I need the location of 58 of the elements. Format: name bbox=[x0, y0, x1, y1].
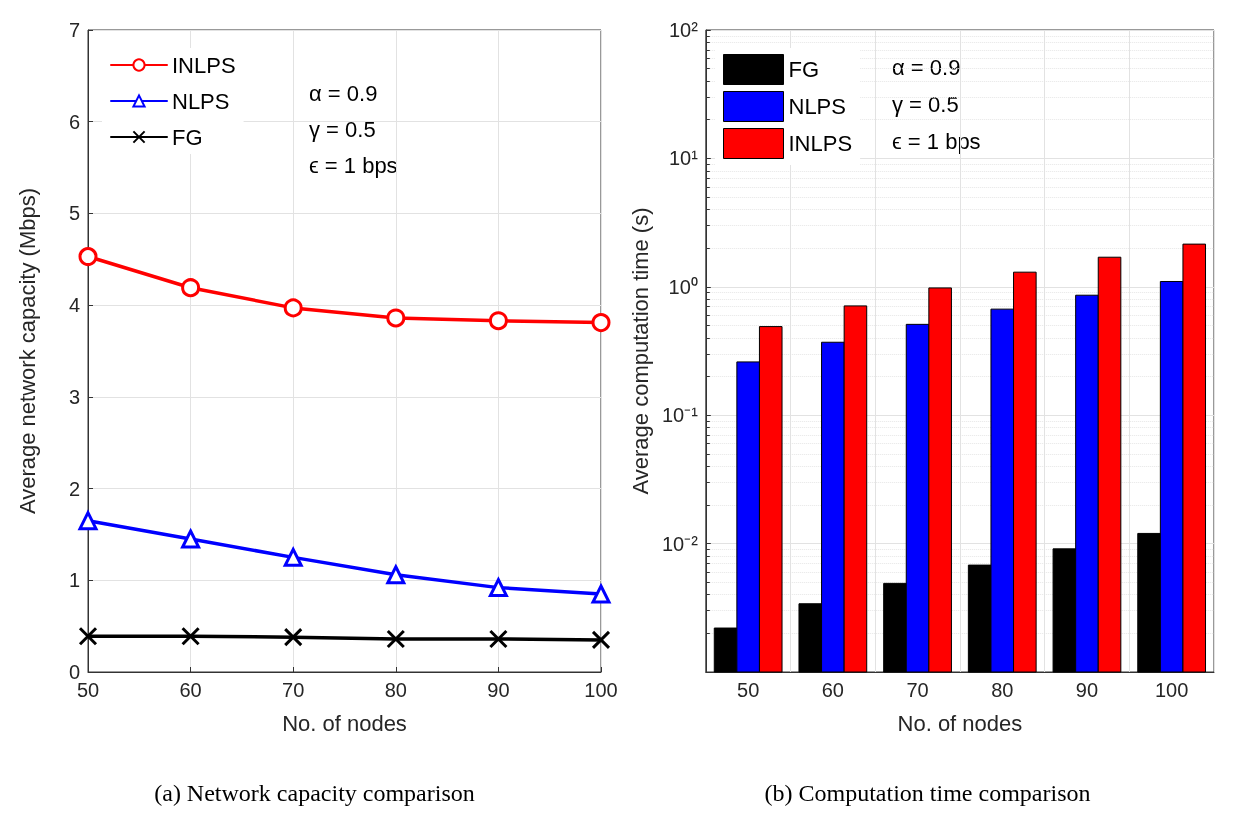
y-axis-title: Average computation time (s) bbox=[627, 207, 653, 495]
point bbox=[591, 313, 611, 333]
legend-label: NLPS bbox=[172, 88, 230, 114]
x-tick-label: 50 bbox=[737, 679, 760, 701]
x-tick-label: 60 bbox=[179, 679, 202, 701]
y-tick-label: 10⁻¹ bbox=[661, 404, 699, 427]
point bbox=[78, 511, 98, 531]
point bbox=[488, 629, 508, 649]
x-tick-label: 70 bbox=[282, 679, 305, 701]
x-tick-label: 90 bbox=[1075, 679, 1099, 701]
legend-label: INLPS bbox=[788, 131, 853, 156]
legend-label: FG bbox=[788, 57, 820, 82]
text: (a) Network capacity comparison bbox=[154, 780, 475, 806]
point bbox=[78, 247, 98, 267]
x-tick-label: 100 bbox=[1154, 679, 1189, 701]
text: (b) Computation time comparison bbox=[764, 780, 1091, 806]
y-tick-label: 3 bbox=[68, 385, 80, 408]
y-tick-label: 4 bbox=[68, 294, 80, 317]
legend-label: FG bbox=[172, 124, 203, 150]
point bbox=[386, 565, 406, 585]
point bbox=[386, 308, 406, 328]
y-tick-label: 6 bbox=[68, 110, 80, 133]
y-tick-label: 10² bbox=[668, 19, 699, 41]
x-tick-label: 80 bbox=[384, 679, 407, 701]
x-axis-title: No. of nodes bbox=[282, 710, 407, 736]
y-tick-label: 7 bbox=[68, 19, 80, 41]
legend-label: NLPS bbox=[788, 94, 846, 119]
y-tick-label: 10⁰ bbox=[668, 275, 698, 298]
point bbox=[283, 627, 303, 647]
annotation: ϵ = 1 bps bbox=[309, 152, 398, 178]
x-tick-label: 80 bbox=[991, 679, 1014, 701]
point bbox=[488, 578, 508, 598]
point bbox=[591, 584, 611, 604]
annotation: γ = 0.5 bbox=[892, 91, 959, 117]
annotation: γ = 0.5 bbox=[309, 116, 376, 142]
point bbox=[488, 311, 508, 331]
point bbox=[283, 547, 303, 567]
point bbox=[386, 629, 406, 649]
y-tick-label: 10¹ bbox=[668, 147, 699, 170]
y-tick-label: 10⁻² bbox=[661, 532, 699, 555]
x-tick-label: 90 bbox=[487, 679, 510, 701]
point bbox=[78, 626, 98, 646]
x-tick-label: 60 bbox=[821, 679, 844, 701]
point bbox=[181, 626, 201, 646]
x-tick-label: 100 bbox=[584, 679, 618, 701]
legend-label: INLPS bbox=[172, 52, 236, 78]
y-tick-label: 2 bbox=[68, 477, 80, 500]
y-axis-title: Average network capacity (Mbps) bbox=[14, 187, 40, 515]
point bbox=[180, 527, 201, 549]
x-tick-label: 70 bbox=[906, 679, 929, 701]
y-tick-label: 5 bbox=[68, 202, 80, 225]
y-tick-label: 1 bbox=[68, 569, 80, 592]
annotation: α = 0.9 bbox=[309, 80, 378, 106]
point bbox=[181, 278, 201, 298]
x-axis-title: No. of nodes bbox=[897, 710, 1023, 736]
point bbox=[591, 630, 611, 650]
point bbox=[283, 298, 303, 318]
annotation: α = 0.9 bbox=[892, 54, 961, 80]
